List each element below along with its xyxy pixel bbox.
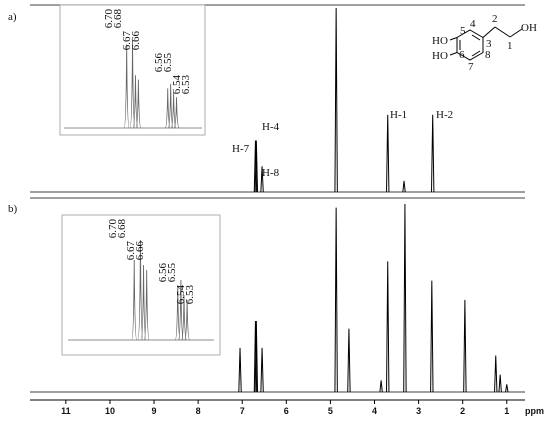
atom-label: HO — [432, 35, 448, 47]
peak — [260, 347, 264, 393]
peak-label: 6.67 — [121, 31, 133, 51]
bond — [494, 26, 511, 38]
bond — [449, 37, 458, 41]
bond — [471, 50, 481, 57]
peak — [253, 320, 258, 393]
peak — [260, 166, 264, 193]
peak-annotation: H-8 — [262, 167, 280, 179]
molecule — [449, 26, 523, 61]
atom-number: 5 — [460, 25, 466, 37]
peak — [494, 355, 498, 393]
peak-label: 6.66 — [130, 31, 142, 51]
peak-annotation: H-1 — [390, 109, 407, 121]
x-tick-label: 5 — [328, 406, 333, 416]
inset-peak — [135, 79, 142, 129]
x-tick-label: 10 — [105, 406, 115, 416]
peak-label: 6.68 — [116, 219, 128, 239]
peak — [463, 299, 467, 393]
peak — [254, 140, 259, 193]
peak-label: 6.54 — [175, 285, 187, 305]
peak — [347, 328, 351, 393]
atom-number: 2 — [492, 13, 498, 25]
peak — [402, 180, 406, 193]
peak-annotation: H-4 — [262, 121, 280, 133]
peak — [498, 374, 502, 393]
peak-label: 6.68 — [112, 9, 124, 29]
x-tick-label: 8 — [196, 406, 201, 416]
peak — [430, 280, 434, 393]
peak-label: 6.56 — [157, 263, 169, 283]
x-tick-label: 9 — [152, 406, 157, 416]
atom-number: 7 — [468, 61, 474, 73]
bond — [509, 28, 523, 38]
peak-label: 6.67 — [125, 241, 137, 261]
x-tick-label: 11 — [61, 406, 71, 416]
atom-number: 1 — [507, 40, 513, 52]
atom-number: 4 — [470, 18, 476, 30]
bond — [449, 52, 458, 56]
inset-peak — [184, 299, 191, 341]
inset-peak — [131, 259, 138, 341]
x-tick-label: 6 — [284, 406, 289, 416]
peak-label: 6.53 — [184, 285, 196, 305]
peak-label: 6.56 — [153, 53, 165, 73]
inset-peak — [123, 44, 130, 129]
x-tick-label: 4 — [372, 406, 377, 416]
atom-label: HO — [432, 50, 448, 62]
panel-label: a) — [8, 11, 17, 23]
peak — [386, 114, 390, 193]
peak — [379, 380, 383, 393]
peak-annotation: H-2 — [436, 109, 453, 121]
peak — [334, 7, 338, 193]
inset-peak — [173, 97, 180, 129]
peak — [238, 347, 242, 393]
x-axis-label: ppm — [525, 406, 544, 416]
inset-peak — [137, 239, 144, 341]
peak-label: 6.70 — [103, 9, 115, 29]
x-tick-label: 2 — [460, 406, 465, 416]
x-tick-label: 1 — [504, 406, 509, 416]
peak-label: 6.55 — [166, 263, 178, 283]
peak — [254, 320, 259, 393]
peak — [431, 114, 435, 193]
atom-number: 6 — [459, 49, 465, 61]
bond — [471, 34, 481, 41]
inset-peak — [143, 269, 150, 341]
peak-label: 6.66 — [134, 241, 146, 261]
panel-label: b) — [8, 203, 18, 215]
peak-label: 6.53 — [180, 75, 192, 95]
peak-label: 6.55 — [162, 53, 174, 73]
peak — [403, 203, 407, 393]
peak-annotation: H-7 — [232, 143, 250, 155]
atom-label: OH — [521, 22, 537, 34]
peak — [334, 207, 338, 393]
atom-number: 8 — [485, 49, 491, 61]
x-tick-label: 3 — [416, 406, 421, 416]
bond — [482, 26, 496, 38]
peak — [505, 384, 509, 393]
peak-label: 6.54 — [171, 75, 183, 95]
x-tick-label: 7 — [240, 406, 245, 416]
peak — [386, 261, 390, 393]
atom-number: 3 — [486, 38, 492, 50]
peak-label: 6.70 — [107, 219, 119, 239]
peak — [253, 140, 258, 193]
